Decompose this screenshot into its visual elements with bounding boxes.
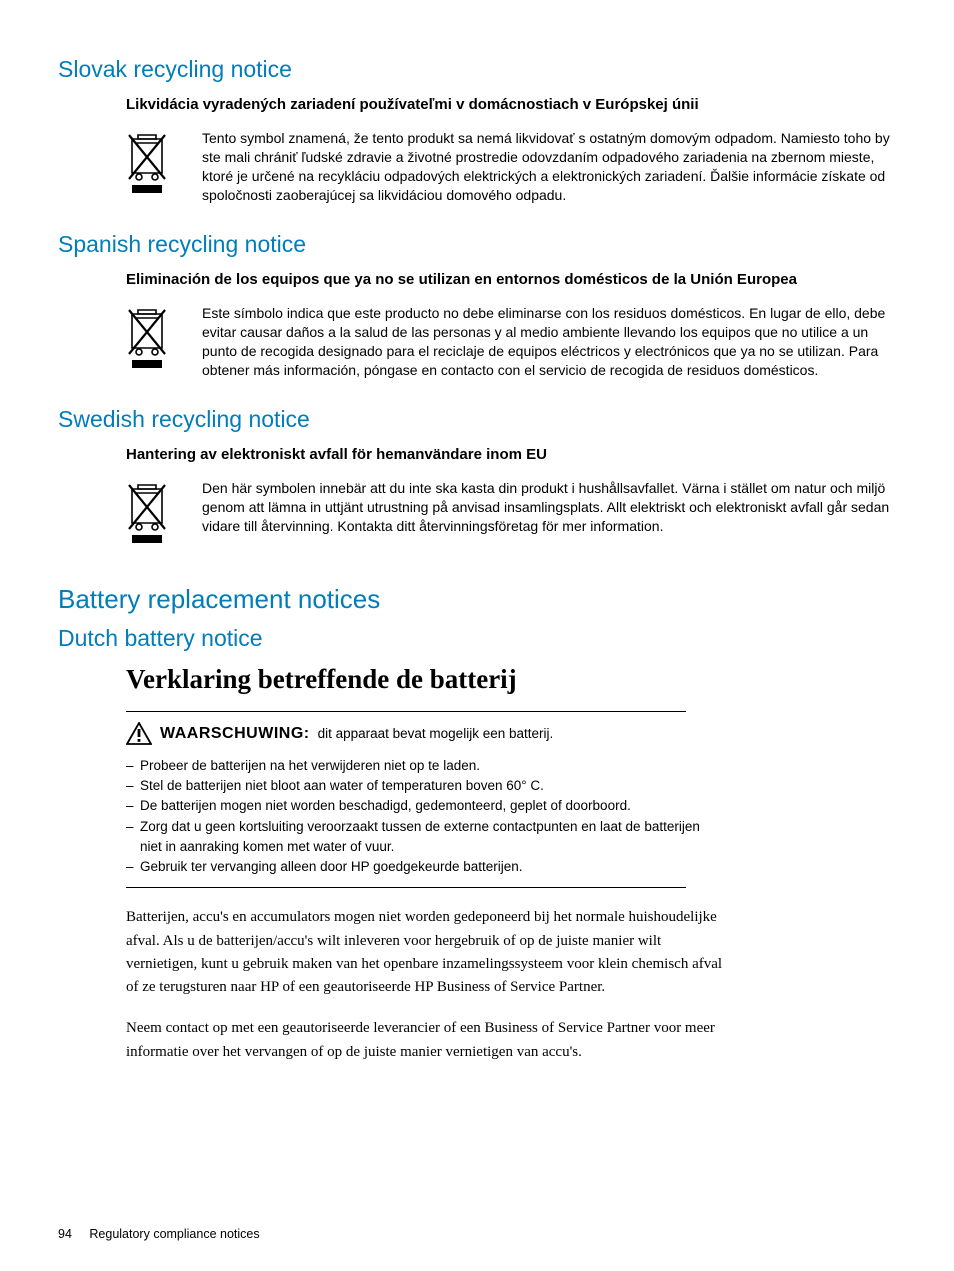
warning-text: dit apparaat bevat mogelijk een batterij… bbox=[318, 726, 554, 741]
list-item: –Stel de batterijen niet bloot aan water… bbox=[126, 776, 896, 796]
page-footer: 94 Regulatory compliance notices bbox=[58, 1227, 260, 1241]
document-page: Slovak recycling notice Likvidácia vyrad… bbox=[0, 0, 954, 1271]
dutch-battery-title: Verklaring betreffende de batterij bbox=[126, 664, 896, 695]
slovak-body: Tento symbol znamená, že tento produkt s… bbox=[202, 129, 896, 205]
list-item: –Gebruik ter vervanging alleen door HP g… bbox=[126, 857, 896, 877]
page-number: 94 bbox=[58, 1227, 72, 1241]
list-item: –Zorg dat u geen kortsluiting veroorzaak… bbox=[126, 817, 896, 858]
warning-row: WAARSCHUWING: dit apparaat bevat mogelij… bbox=[126, 722, 896, 746]
spanish-body: Este símbolo indica que este producto no… bbox=[202, 304, 896, 380]
battery-section-heading: Battery replacement notices bbox=[58, 584, 896, 615]
spanish-subheading: Eliminación de los equipos que ya no se … bbox=[126, 270, 896, 290]
divider bbox=[126, 887, 686, 888]
swedish-body: Den här symbolen innebär att du inte ska… bbox=[202, 479, 896, 536]
swedish-heading: Swedish recycling notice bbox=[58, 406, 896, 433]
dutch-heading: Dutch battery notice bbox=[58, 625, 896, 652]
weee-icon bbox=[126, 479, 174, 550]
slovak-notice-row: Tento symbol znamená, že tento produkt s… bbox=[126, 129, 896, 205]
swedish-subheading: Hantering av elektroniskt avfall för hem… bbox=[126, 445, 896, 465]
warning-label: WAARSCHUWING: bbox=[160, 725, 310, 743]
weee-icon bbox=[126, 304, 174, 375]
footer-section: Regulatory compliance notices bbox=[89, 1227, 259, 1241]
slovak-subheading: Likvidácia vyradených zariadení používat… bbox=[126, 95, 896, 115]
divider bbox=[126, 711, 686, 712]
dutch-paragraph-2: Neem contact op met een geautoriseerde l… bbox=[126, 1017, 726, 1064]
dutch-battery-block: Verklaring betreffende de batterij WAARS… bbox=[126, 664, 896, 1064]
warning-icon bbox=[126, 722, 152, 746]
spanish-heading: Spanish recycling notice bbox=[58, 231, 896, 258]
dutch-paragraph-1: Batterijen, accu's en accumulators mogen… bbox=[126, 906, 726, 999]
bullet-list: –Probeer de batterijen na het verwijdere… bbox=[126, 756, 896, 878]
spanish-notice-row: Este símbolo indica que este producto no… bbox=[126, 304, 896, 380]
weee-icon bbox=[126, 129, 174, 200]
list-item: –Probeer de batterijen na het verwijdere… bbox=[126, 756, 896, 776]
swedish-notice-row: Den här symbolen innebär att du inte ska… bbox=[126, 479, 896, 550]
list-item: –De batterijen mogen niet worden beschad… bbox=[126, 796, 896, 816]
slovak-heading: Slovak recycling notice bbox=[58, 56, 896, 83]
